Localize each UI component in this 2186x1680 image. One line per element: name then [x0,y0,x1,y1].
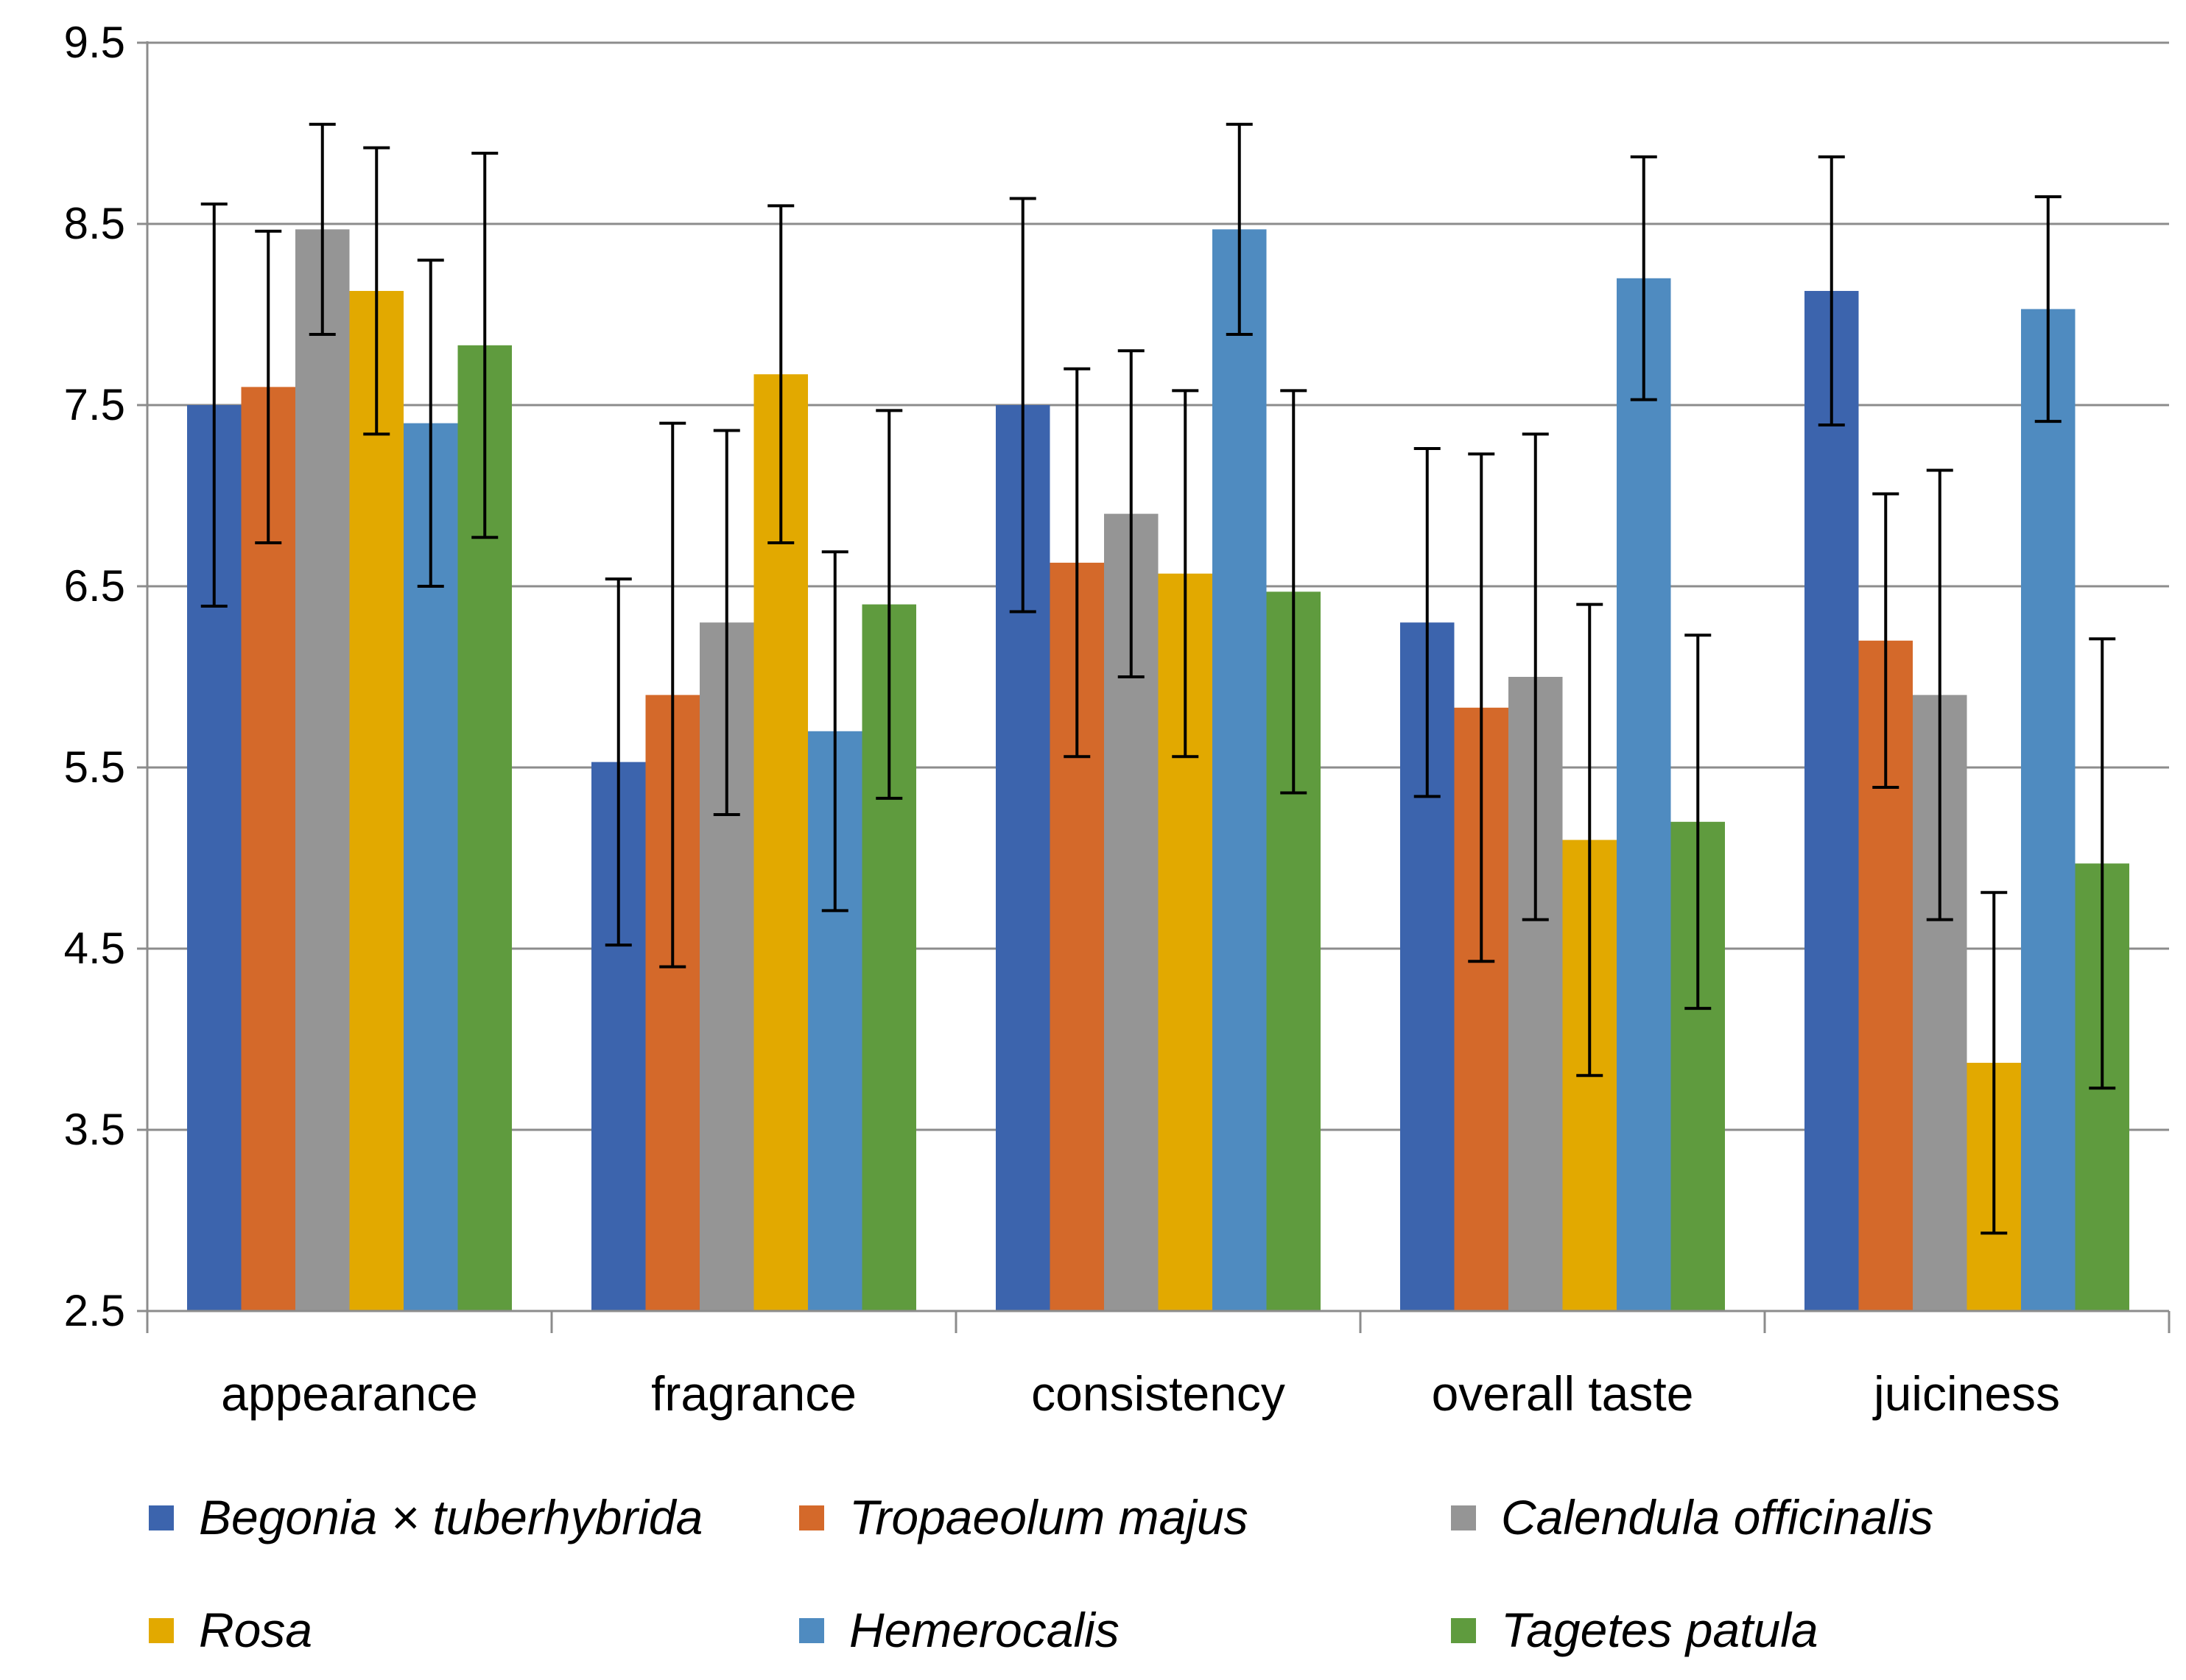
axes [146,41,2171,1333]
x-category-label: appearance [221,1366,478,1421]
y-axis-tick-labels: 2.5 3.5 4.5 5.5 6.5 7.5 8.5 9.5 [64,18,125,1335]
legend-swatch [149,1618,174,1643]
x-category-label: juiciness [1872,1366,2060,1421]
legend-label: Calendula officinalis [1501,1490,1933,1544]
legend-label: Hemerocalis [849,1603,1120,1657]
x-axis-category-labels: appearance fragrance consistency overall ta… [221,1366,2060,1421]
legend-label: Tropaeolum majus [849,1490,1248,1544]
legend-swatch [149,1505,174,1530]
y-tick-label: 5.5 [64,742,125,792]
x-category-label: overall taste [1432,1366,1694,1421]
x-category-label: fragrance [651,1366,857,1421]
legend-label: Rosa [199,1603,312,1657]
legend-swatch [1451,1618,1476,1643]
y-tick-label: 7.5 [64,380,125,429]
x-category-label: consistency [1031,1366,1285,1421]
bar [295,229,350,1311]
bar [1804,291,1859,1311]
bar [1212,229,1267,1311]
y-tick-label: 2.5 [64,1286,125,1335]
legend-swatch [799,1505,824,1530]
y-tick-label: 4.5 [64,924,125,973]
legend: Begonia × tuberhybrida Tropaeolum majus Ca… [149,1490,1933,1657]
y-tick-label: 3.5 [64,1105,125,1154]
bars [187,229,2129,1312]
y-tick-label: 6.5 [64,561,125,611]
legend-label: Tagetes patula [1501,1603,1818,1657]
y-tick-label: 8.5 [64,199,125,248]
error-bars [200,122,2116,1235]
bar [2021,309,2076,1311]
y-tick-label: 9.5 [64,18,125,67]
legend-label: Begonia × tuberhybrida [199,1490,703,1544]
bar [1617,278,1671,1311]
bar [349,291,404,1311]
legend-swatch [1451,1505,1476,1530]
legend-swatch [799,1618,824,1643]
